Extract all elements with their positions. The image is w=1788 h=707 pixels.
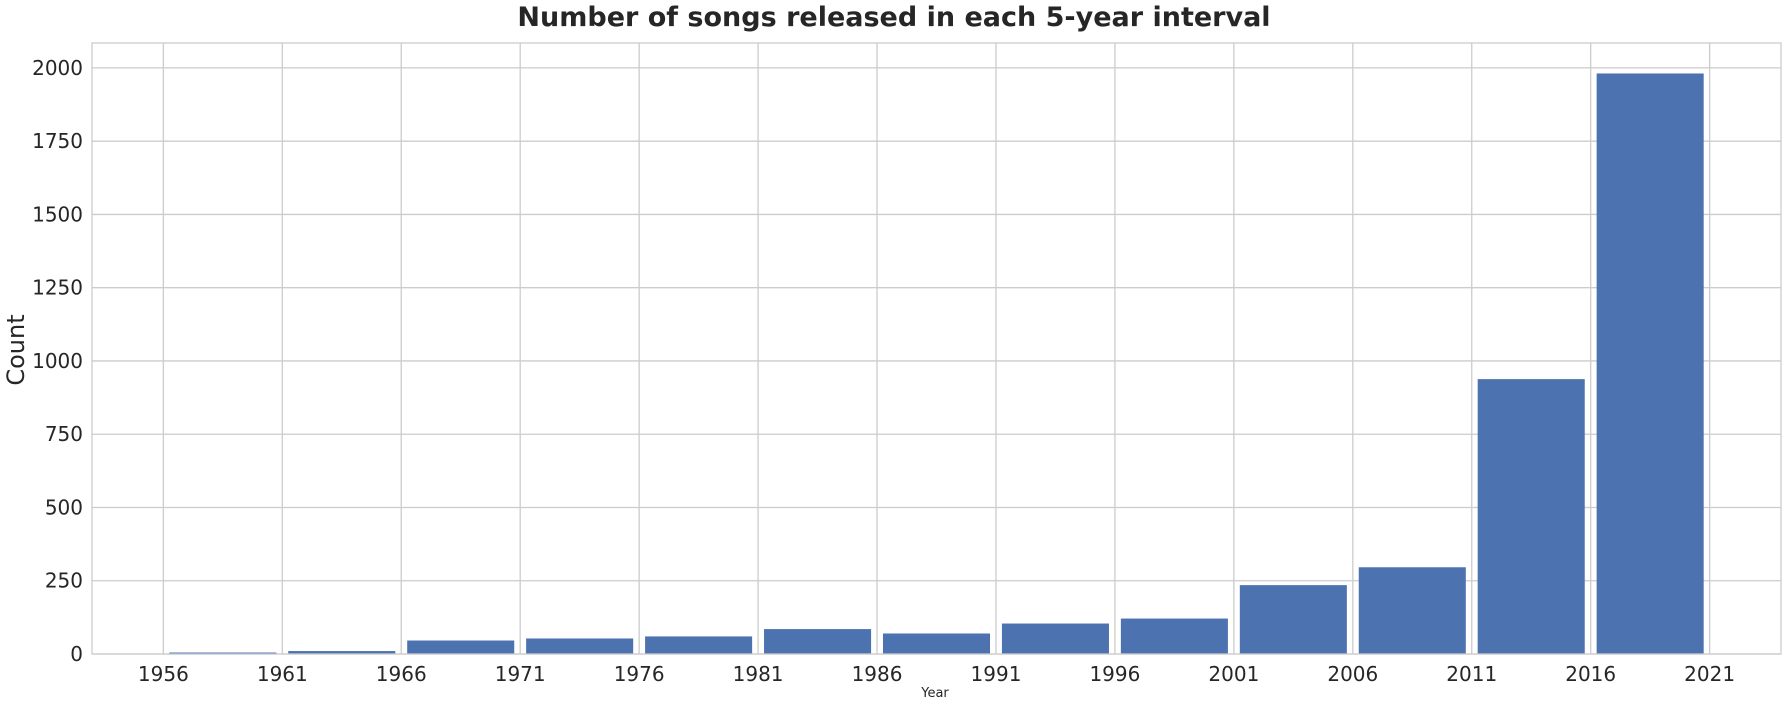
x-tick-label: 2021 <box>1684 662 1735 686</box>
x-axis-label: Year <box>920 686 949 701</box>
y-tick-label: 500 <box>45 495 83 519</box>
bar-2001-2006 <box>1239 585 1347 654</box>
x-tick-label: 1976 <box>614 662 665 686</box>
x-tick-label: 2001 <box>1208 662 1259 686</box>
x-tick-labels: 1956 1961 1966 1971 1976 1981 1986 1991 1996 2001… <box>138 662 1735 686</box>
y-tick-label: 750 <box>45 422 83 446</box>
bar-1976-1981 <box>645 636 753 654</box>
y-tick-label: 2000 <box>32 56 83 80</box>
bar-1996-2001 <box>1120 618 1228 654</box>
y-axis-label: Count <box>2 314 30 385</box>
y-tick-label: 1750 <box>32 129 83 153</box>
bar-1961-1966 <box>288 651 396 654</box>
y-tick-label: 0 <box>70 642 83 666</box>
x-tick-label: 1986 <box>852 662 903 686</box>
x-tick-label: 1991 <box>971 662 1022 686</box>
x-tick-label: 1966 <box>376 662 427 686</box>
x-tick-label: 2011 <box>1446 662 1497 686</box>
bar-1981-1986 <box>764 629 872 654</box>
x-tick-label: 1961 <box>257 662 308 686</box>
y-tick-label: 250 <box>45 569 83 593</box>
bar-2006-2011 <box>1358 567 1466 654</box>
bars <box>169 73 1704 654</box>
bar-2011-2016 <box>1477 379 1585 654</box>
plot-frame <box>91 42 1782 655</box>
bar-1956-1961 <box>169 652 277 654</box>
y-tick-label: 1000 <box>32 349 83 373</box>
bar-2016-2021 <box>1596 73 1704 654</box>
grid-lines <box>92 43 1781 655</box>
chart-title: Number of songs released in each 5-year … <box>517 2 1270 33</box>
y-tick-label: 1500 <box>32 202 83 226</box>
x-tick-label: 1971 <box>495 662 546 686</box>
x-tick-label: 1996 <box>1089 662 1140 686</box>
bar-1991-1996 <box>1001 623 1109 654</box>
x-tick-label: 2006 <box>1327 662 1378 686</box>
y-tick-label: 1250 <box>32 276 83 300</box>
x-tick-label: 1956 <box>138 662 189 686</box>
bar-1986-1991 <box>882 633 991 654</box>
x-tick-label: 2016 <box>1565 662 1616 686</box>
y-tick-labels: 0 250 500 750 1000 1250 1500 1750 2000 <box>32 56 83 666</box>
x-tick-label: 1981 <box>733 662 784 686</box>
bar-1971-1976 <box>526 638 634 654</box>
bar-1966-1971 <box>407 640 515 654</box>
